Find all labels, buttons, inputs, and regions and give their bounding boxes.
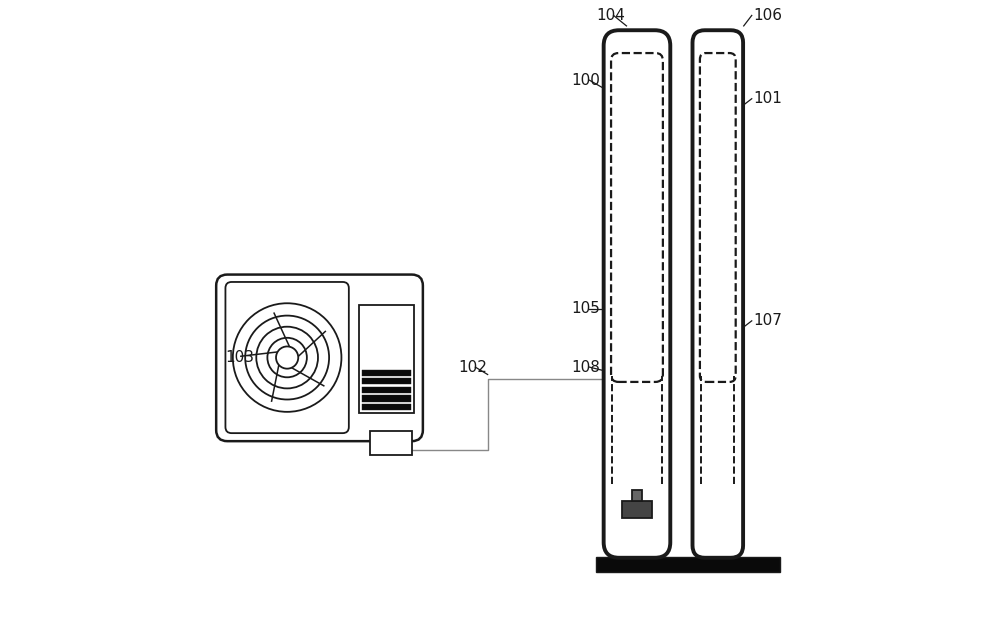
Text: 105: 105 bbox=[571, 301, 600, 316]
Text: 102: 102 bbox=[458, 360, 487, 375]
Bar bbox=[359, 305, 414, 413]
Circle shape bbox=[276, 347, 298, 369]
Text: 106: 106 bbox=[753, 8, 782, 23]
FancyBboxPatch shape bbox=[693, 30, 743, 558]
Bar bbox=[622, 501, 652, 518]
Bar bbox=[362, 370, 411, 376]
Bar bbox=[362, 387, 411, 393]
Bar bbox=[370, 431, 412, 455]
Text: 104: 104 bbox=[596, 8, 625, 23]
Bar bbox=[632, 490, 642, 501]
FancyBboxPatch shape bbox=[225, 282, 349, 433]
Bar bbox=[596, 557, 780, 572]
Text: 100: 100 bbox=[571, 73, 600, 88]
Bar bbox=[362, 378, 411, 384]
Text: 108: 108 bbox=[571, 360, 600, 375]
Text: 101: 101 bbox=[753, 91, 782, 106]
Bar bbox=[362, 395, 411, 402]
Text: 107: 107 bbox=[753, 313, 782, 328]
Bar bbox=[362, 404, 411, 410]
Text: 103: 103 bbox=[225, 350, 254, 365]
FancyBboxPatch shape bbox=[216, 275, 423, 441]
FancyBboxPatch shape bbox=[604, 30, 670, 558]
